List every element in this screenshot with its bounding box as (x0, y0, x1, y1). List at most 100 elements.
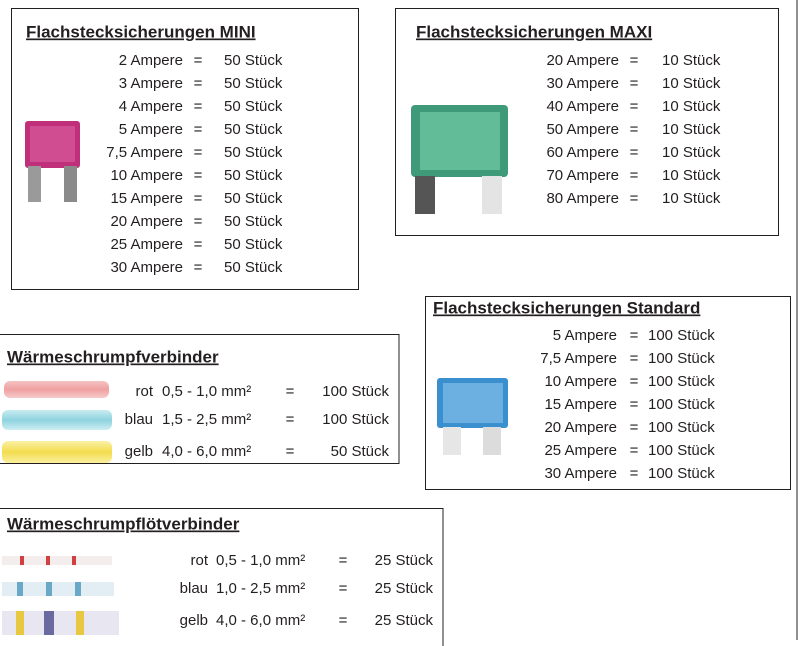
row-rating: 40 Ampere (546, 98, 619, 115)
row-size: 0,5 - 1,0 mm² (162, 383, 251, 400)
row-color: gelb (180, 612, 208, 629)
section-title: Flachstecksicherungen MAXI (416, 22, 652, 41)
row-equals: = (630, 75, 639, 92)
row-size: 1,0 - 2,5 mm² (216, 580, 305, 597)
row-color: rot (190, 552, 208, 569)
row-equals: = (630, 98, 639, 115)
maxi-fuse-image (411, 105, 508, 214)
row-quantity: 100 Stück (648, 396, 715, 413)
row-rating: 20 Ampere (110, 213, 183, 230)
row-equals: = (339, 580, 348, 597)
row-rating: 4 Ampere (119, 98, 183, 115)
row-rating: 15 Ampere (110, 190, 183, 207)
row-size: 0,5 - 1,0 mm² (216, 552, 305, 569)
row-equals: = (630, 121, 639, 138)
row-equals: = (194, 144, 203, 161)
row-equals: = (194, 167, 203, 184)
row-quantity: 10 Stück (662, 98, 721, 115)
row-quantity: 50 Stück (224, 98, 283, 115)
row-rating: 3 Ampere (119, 75, 183, 92)
row-rating: 2 Ampere (119, 52, 183, 69)
row-color: blau (180, 580, 208, 597)
row-equals: = (630, 442, 639, 459)
row-quantity: 50 Stück (224, 259, 283, 276)
row-size: 4,0 - 6,0 mm² (216, 612, 305, 629)
row-quantity: 10 Stück (662, 167, 721, 184)
row-quantity: 100 Stück (648, 442, 715, 459)
row-equals: = (194, 121, 203, 138)
row-equals: = (194, 190, 203, 207)
solder-tube-images (2, 556, 119, 635)
row-quantity: 25 Stück (375, 580, 434, 597)
mini-fuse-image (25, 121, 80, 202)
row-quantity: 100 Stück (322, 411, 389, 428)
row-quantity: 50 Stück (224, 52, 283, 69)
row-quantity: 50 Stück (331, 443, 390, 460)
row-size: 1,5 - 2,5 mm² (162, 411, 251, 428)
row-quantity: 100 Stück (322, 383, 389, 400)
row-equals: = (630, 167, 639, 184)
row-quantity: 100 Stück (648, 465, 715, 482)
row-equals: = (630, 465, 639, 482)
row-quantity: 100 Stück (648, 350, 715, 367)
row-quantity: 10 Stück (662, 121, 721, 138)
row-quantity: 50 Stück (224, 167, 283, 184)
row-quantity: 10 Stück (662, 75, 721, 92)
row-equals: = (630, 419, 639, 436)
row-quantity: 100 Stück (648, 373, 715, 390)
row-equals: = (194, 52, 203, 69)
row-equals: = (286, 411, 295, 428)
row-equals: = (194, 98, 203, 115)
row-equals: = (630, 190, 639, 207)
row-quantity: 50 Stück (224, 144, 283, 161)
row-rating: 20 Ampere (544, 419, 617, 436)
shrink-tube-images (2, 381, 112, 463)
row-equals: = (630, 373, 639, 390)
row-rating: 15 Ampere (544, 396, 617, 413)
row-equals: = (194, 213, 203, 230)
section-title: Wärmeschrumpflötverbinder (7, 514, 240, 533)
standard-fuse-image (437, 378, 508, 455)
row-rating: 7,5 Ampere (540, 350, 617, 367)
row-quantity: 25 Stück (375, 612, 434, 629)
row-equals: = (630, 350, 639, 367)
row-color: rot (135, 383, 153, 400)
section-title: Flachstecksicherungen Standard (433, 298, 700, 317)
row-rating: 25 Ampere (544, 442, 617, 459)
row-equals: = (630, 144, 639, 161)
row-quantity: 50 Stück (224, 75, 283, 92)
row-equals: = (286, 383, 295, 400)
row-quantity: 10 Stück (662, 52, 721, 69)
row-equals: = (339, 612, 348, 629)
row-rating: 30 Ampere (544, 465, 617, 482)
row-quantity: 100 Stück (648, 419, 715, 436)
row-rating: 10 Ampere (544, 373, 617, 390)
row-quantity: 50 Stück (224, 236, 283, 253)
section-title: Wärmeschrumpfverbinder (7, 347, 219, 366)
row-quantity: 10 Stück (662, 190, 721, 207)
row-equals: = (339, 552, 348, 569)
row-rating: 50 Ampere (546, 121, 619, 138)
row-rating: 7,5 Ampere (106, 144, 183, 161)
row-quantity: 100 Stück (648, 327, 715, 344)
row-color: blau (125, 411, 153, 428)
row-equals: = (630, 52, 639, 69)
row-quantity: 50 Stück (224, 213, 283, 230)
row-rating: 20 Ampere (546, 52, 619, 69)
section-title: Flachstecksicherungen MINI (26, 22, 256, 41)
row-equals: = (194, 75, 203, 92)
row-quantity: 25 Stück (375, 552, 434, 569)
row-rating: 5 Ampere (119, 121, 183, 138)
row-rating: 5 Ampere (553, 327, 617, 344)
row-equals: = (286, 443, 295, 460)
row-rating: 30 Ampere (546, 75, 619, 92)
row-size: 4,0 - 6,0 mm² (162, 443, 251, 460)
row-equals: = (630, 396, 639, 413)
row-equals: = (194, 259, 203, 276)
row-equals: = (194, 236, 203, 253)
row-rating: 80 Ampere (546, 190, 619, 207)
row-rating: 70 Ampere (546, 167, 619, 184)
row-quantity: 50 Stück (224, 121, 283, 138)
row-rating: 60 Ampere (546, 144, 619, 161)
